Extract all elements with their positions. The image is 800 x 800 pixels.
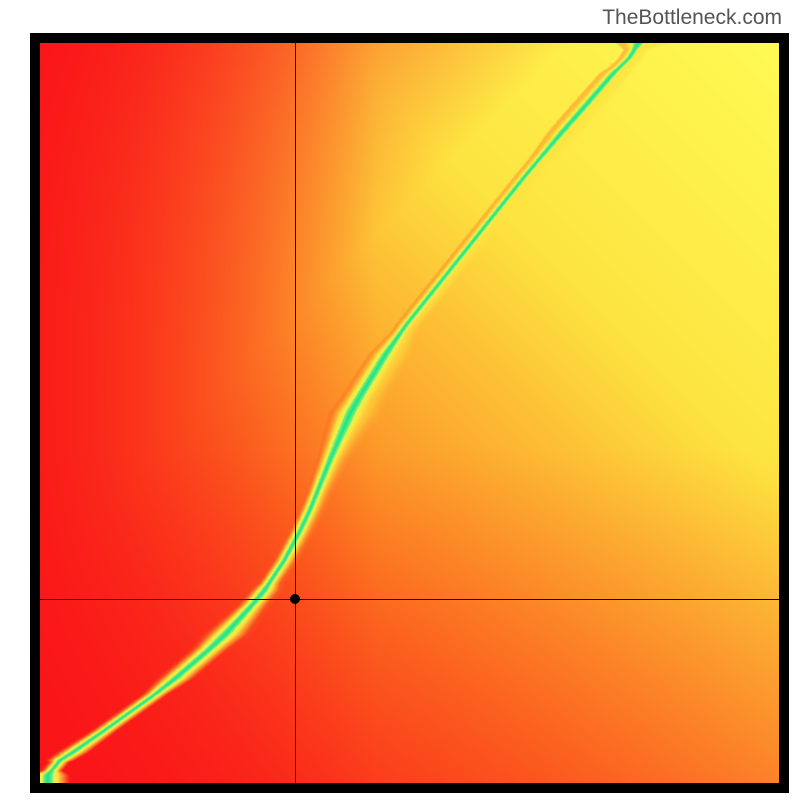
heatmap-plot-area: [40, 43, 779, 783]
watermark-text: TheBottleneck.com: [602, 6, 782, 30]
crosshair-horizontal: [40, 599, 779, 600]
heatmap-canvas: [40, 43, 779, 783]
crosshair-vertical: [295, 43, 296, 783]
bottleneck-marker: [290, 594, 300, 604]
root-container: TheBottleneck.com: [0, 0, 800, 800]
